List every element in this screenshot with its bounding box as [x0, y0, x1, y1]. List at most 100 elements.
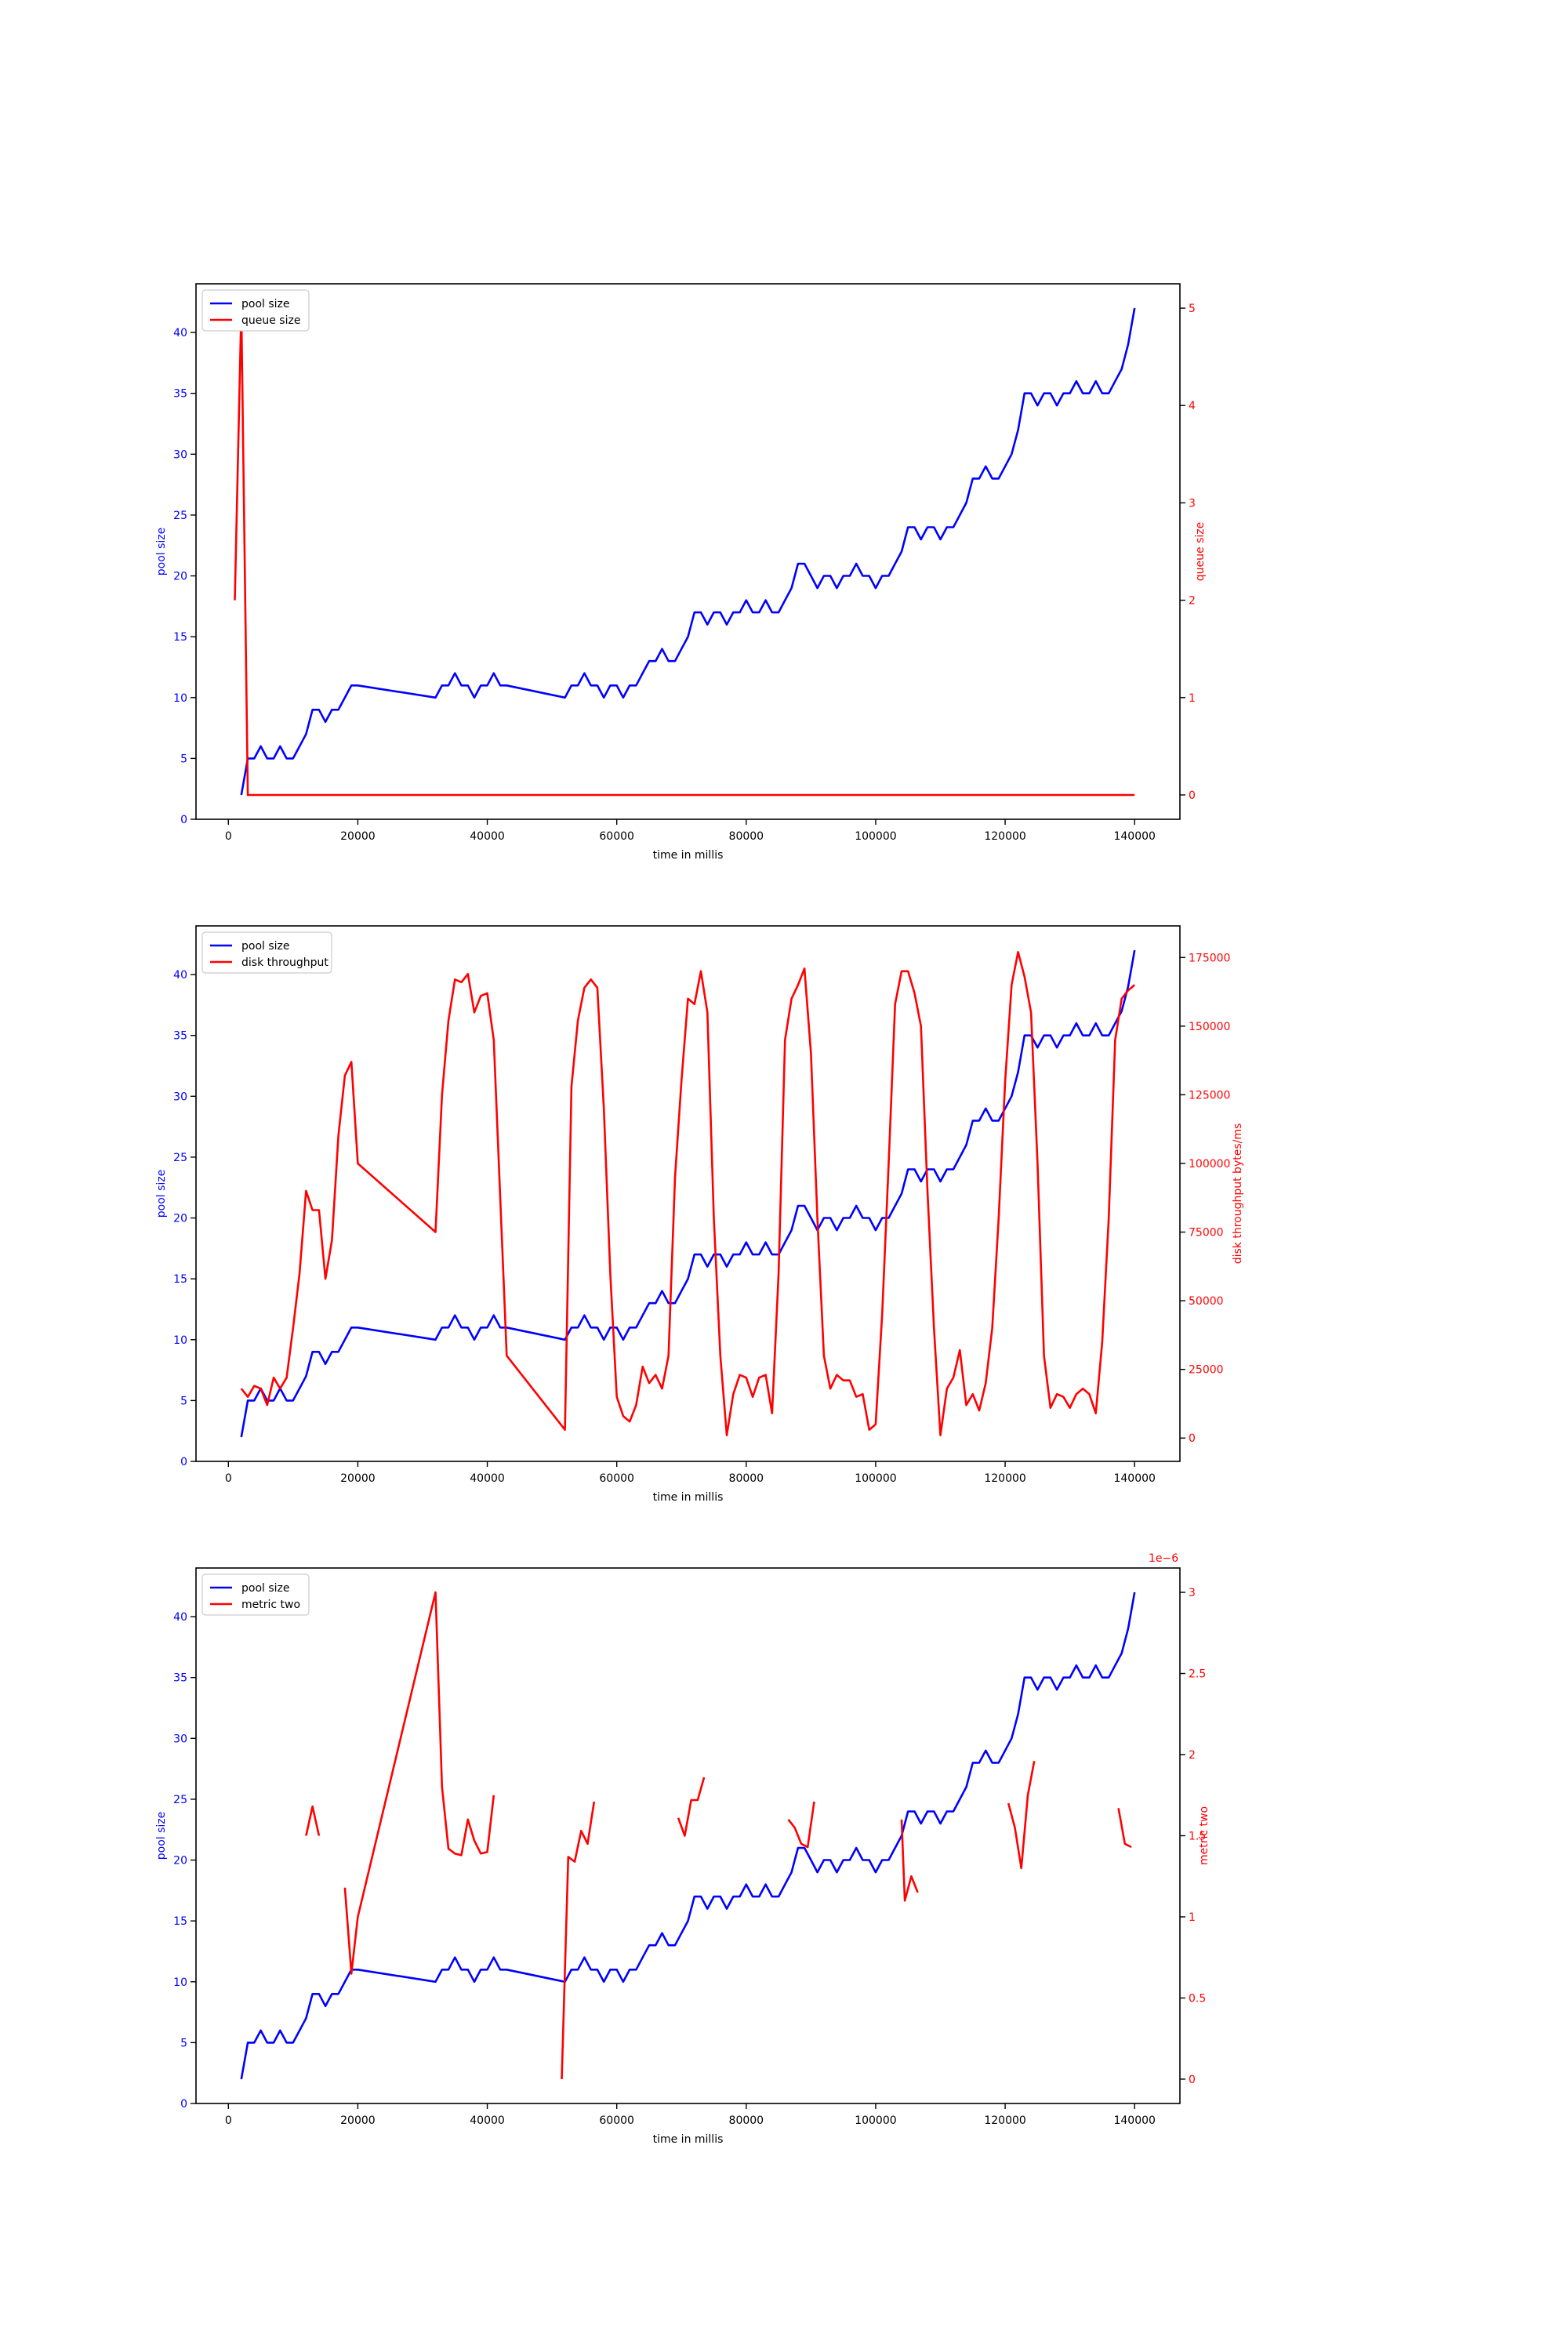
series-line-queue-size	[234, 307, 1135, 797]
x-tick-label: 60000	[599, 830, 634, 843]
y-right-tick-label: 2	[1189, 595, 1196, 608]
y-left-tick-label: 5	[180, 2037, 187, 2049]
x-tick-label: 0	[225, 1472, 232, 1485]
x-tick-label: 80000	[729, 830, 764, 843]
series-line-metric-two-seg1	[305, 1805, 321, 1836]
x-tick-label: 120000	[984, 2114, 1025, 2127]
y-left-tick-label: 0	[180, 1456, 187, 1468]
y-right-tick-label: 100000	[1189, 1158, 1230, 1171]
x-axis-label: time in millis	[653, 2133, 724, 2146]
y-left-tick-label: 35	[173, 1030, 187, 1043]
y-right-tick-label: 2	[1189, 1749, 1196, 1762]
y-left-axis-label: pool size	[155, 1170, 168, 1218]
x-tick-label: 140000	[1113, 830, 1155, 843]
legend-entry: metric two	[241, 1599, 300, 1611]
x-tick-label: 140000	[1113, 1472, 1155, 1485]
y-right-tick-label: 0.5	[1189, 1992, 1206, 2005]
y-right-tick-label: 3	[1189, 1587, 1196, 1599]
x-tick-label: 40000	[470, 830, 505, 843]
y-left-tick-label: 40	[173, 327, 187, 339]
series-line-metric-two-seg8	[1117, 1808, 1132, 1849]
y-right-tick-label: 150000	[1189, 1021, 1230, 1033]
x-tick-label: 80000	[729, 1472, 764, 1485]
y-right-tick-label: 2.5	[1189, 1668, 1206, 1681]
y-left-axis-label: pool size	[155, 1812, 168, 1860]
x-tick-label: 0	[225, 830, 232, 843]
x-axis-label: time in millis	[653, 1491, 724, 1504]
y-left-tick-label: 0	[180, 2098, 187, 2111]
y-left-tick-label: 30	[173, 448, 187, 461]
x-tick-label: 60000	[599, 1472, 634, 1485]
x-tick-label: 100000	[855, 2114, 896, 2127]
plot-frame	[195, 283, 1181, 820]
series-line-metric-two-seg6	[900, 1819, 919, 1902]
y-left-tick-label: 0	[180, 814, 187, 826]
x-tick-label: 40000	[470, 2114, 505, 2127]
y-right-tick-label: 0	[1189, 2074, 1196, 2086]
y-right-tick-label: 25000	[1189, 1364, 1224, 1377]
x-tick-label: 120000	[984, 1472, 1025, 1485]
y-left-tick-label: 15	[173, 1915, 187, 1928]
y-left-tick-label: 20	[173, 1213, 187, 1225]
x-tick-label: 0	[225, 2114, 232, 2127]
y-left-tick-label: 30	[173, 1091, 187, 1103]
plot-frame	[195, 925, 1181, 1462]
series-line-metric-two-seg3	[561, 1801, 596, 2080]
y-left-tick-label: 25	[173, 1152, 187, 1164]
x-tick-label: 20000	[340, 830, 376, 843]
y-right-offset-label: 1e−6	[1149, 1552, 1178, 1565]
y-right-axis-label: disk throughput bytes/ms	[1232, 1123, 1244, 1265]
y-right-tick-label: 1.5	[1189, 1831, 1206, 1843]
x-tick-label: 80000	[729, 2114, 764, 2127]
series-line-metric-two-seg4	[677, 1777, 706, 1837]
y-left-tick-label: 20	[173, 571, 187, 583]
y-left-tick-label: 15	[173, 631, 187, 644]
y-right-tick-label: 0	[1189, 789, 1196, 802]
series-line-pool-size	[240, 1592, 1136, 2080]
legend-entry: disk throughput	[241, 956, 328, 969]
y-left-tick-label: 35	[173, 388, 187, 401]
plot-frame	[195, 1567, 1181, 2104]
series-line-pool-size	[240, 949, 1136, 1438]
series-line-pool-size	[240, 307, 1136, 796]
y-right-tick-label: 5	[1189, 303, 1196, 315]
chart-1: 0 20000 40000 60000 80000 100000 120000 140000 t…	[155, 283, 1207, 862]
y-left-tick-label: 25	[173, 510, 187, 522]
legend-box	[201, 931, 332, 974]
y-left-tick-label: 10	[173, 692, 187, 705]
x-tick-label: 60000	[599, 2114, 634, 2127]
y-right-tick-label: 1	[1189, 1911, 1196, 1924]
y-left-tick-label: 20	[173, 1855, 187, 1867]
y-left-axis-label: pool size	[155, 528, 168, 576]
x-tick-label: 100000	[855, 830, 896, 843]
y-right-tick-label: 0	[1189, 1432, 1196, 1445]
y-left-tick-label: 35	[173, 1672, 187, 1685]
y-left-tick-label: 30	[173, 1733, 187, 1745]
y-left-tick-label: 10	[173, 1334, 187, 1347]
x-tick-label: 40000	[470, 1472, 505, 1485]
series-line-metric-two-seg7	[1007, 1761, 1036, 1870]
y-right-tick-label: 125000	[1189, 1089, 1230, 1102]
y-left-tick-label: 40	[173, 969, 187, 982]
y-right-tick-label: 175000	[1189, 952, 1230, 964]
y-right-tick-label: 1	[1189, 692, 1196, 705]
y-right-tick-label: 4	[1189, 400, 1196, 412]
legend-entry: pool size	[241, 298, 290, 310]
y-left-tick-label: 10	[173, 1976, 187, 1989]
y-right-tick-label: 50000	[1189, 1295, 1224, 1308]
chart-2: 0 20000 40000 60000 80000 100000 120000 140000 t…	[155, 925, 1244, 1504]
x-tick-label: 100000	[855, 1472, 896, 1485]
series-line-disk-throughput	[240, 951, 1136, 1436]
x-tick-label: 20000	[340, 1472, 376, 1485]
y-left-tick-label: 25	[173, 1794, 187, 1806]
x-tick-label: 140000	[1113, 2114, 1155, 2127]
legend-entry: pool size	[241, 1582, 290, 1595]
y-right-tick-label: 3	[1189, 497, 1196, 510]
series-line-metric-two-seg2	[343, 1591, 495, 1975]
y-right-axis-label: metric two	[1198, 1806, 1210, 1865]
x-axis-label: time in millis	[653, 849, 724, 862]
chart-3: 0 20000 40000 60000 80000 100000 120000 140000 t…	[155, 1552, 1210, 2146]
y-left-tick-label: 5	[180, 753, 187, 765]
y-right-axis-label: queue size	[1194, 522, 1207, 581]
